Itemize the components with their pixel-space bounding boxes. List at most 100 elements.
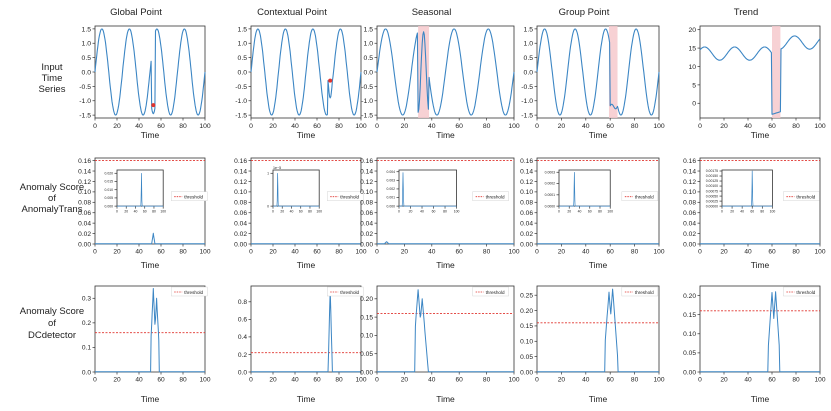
input-2-xtick-label: 80: [483, 123, 491, 130]
inset-3-ytick-label: 0.0003: [545, 170, 555, 174]
inset-0-ytick-label: 0.020: [105, 171, 114, 175]
column-title-1: Contextual Point: [257, 7, 327, 18]
inset-2-ytick-label: 0.004: [387, 170, 396, 174]
input-1-ytick-label: 0.5: [238, 55, 248, 62]
at-0-xtick-label: 60: [157, 249, 165, 256]
inset-score-line-1: [272, 172, 320, 207]
inset-3-xtick-label: 100: [607, 210, 613, 214]
input-2-ytick-label: 0.5: [364, 55, 374, 62]
input-1-ytick-label: 0.0: [238, 69, 248, 76]
dc-4-ytick-label: 0.05: [683, 350, 696, 357]
column-title-3: Group Point: [559, 7, 610, 18]
input-0-xtick-label: 40: [135, 123, 143, 130]
at-2-xtick-label: 80: [483, 249, 491, 256]
dc-0-ytick-label: 0.0: [82, 369, 91, 376]
input-2-xtick-label: 0: [375, 123, 379, 130]
at-0-xtick-label: 80: [179, 249, 187, 256]
inset-2-ytick-label: 0.000: [387, 204, 396, 208]
legend-box-3: [621, 191, 659, 201]
dc-4-xtick-label: 0: [698, 377, 702, 384]
inset-bg-2: [383, 167, 461, 218]
input-series-line-3: [536, 28, 660, 116]
inset-bg-4: [706, 167, 777, 218]
at-4-ytick-label: 0.08: [683, 200, 696, 207]
dc-0-xtick-label: 20: [113, 377, 121, 384]
input-1-ytick-label: -1.0: [235, 98, 247, 105]
inset-4-xtick-label: 60: [750, 210, 754, 214]
input-4-xtick-label: 100: [814, 123, 826, 130]
inset-score-line-2: [398, 172, 457, 207]
at-2-xtick-label: 60: [456, 249, 464, 256]
inset-score-line-4: [721, 170, 773, 207]
input-3-xtick-label: 20: [558, 123, 566, 130]
anomaly-point-1: [328, 78, 333, 83]
dc-0-ytick-label: 0.1: [82, 345, 91, 352]
at-3-ytick-label: 0.14: [520, 168, 533, 175]
dc-2-ytick-label: 0.15: [360, 314, 373, 321]
at-1-xtick-label: 40: [291, 249, 299, 256]
at-1-ytick-label: 0.10: [234, 189, 247, 196]
dcdetector-panel-0: 0.3 0.2 0.1 0.00 20 40 60 80 100 threshold Time: [82, 285, 211, 404]
at-0-xtick-label: 40: [135, 249, 143, 256]
inset-4-xtick-label: 20: [730, 210, 734, 214]
x-axis-label: Time: [589, 130, 608, 140]
anomaly-band-2: [418, 26, 430, 118]
input-4-ytick-label: 0: [692, 101, 696, 108]
at-3-xtick-label: 20: [558, 249, 566, 256]
at-3-ytick-label: 0.06: [520, 210, 533, 217]
at-4-ytick-label: 0.12: [683, 179, 696, 186]
at-4-ytick-label: 0.04: [683, 220, 696, 227]
dc-1-xtick-label: 100: [355, 377, 366, 384]
at-0-ytick-label: 0.14: [78, 168, 91, 175]
inset-2-xtick-label: 40: [420, 210, 424, 214]
legend-box-3: [621, 286, 659, 297]
input-panel-3: 1.5 1.0 0.5 0.0 -0.5 -1.0 -1.50 20 40 60 80 100 Time: [521, 25, 665, 140]
dc-0-xtick-label: 100: [199, 377, 210, 384]
dc-3-ytick-label: 0.15: [520, 323, 533, 330]
dc-1-ytick-label: 0.4: [238, 334, 247, 341]
dc-0-xtick-label: 0: [93, 377, 97, 384]
at-1-xtick-label: 20: [269, 249, 277, 256]
dc-2-xtick-label: 40: [428, 377, 436, 384]
at-4-xtick-label: 20: [720, 249, 728, 256]
at-2-xtick-label: 100: [508, 249, 519, 256]
legend-label-3: threshold: [635, 290, 654, 295]
inset-0-ytick-label: 0.015: [105, 180, 114, 184]
at-1-ytick-label: 0.00: [234, 241, 247, 248]
at-3-ytick-label: 0.08: [520, 200, 533, 207]
legend-box-0: [170, 286, 208, 297]
input-0-ytick-label: -0.5: [79, 84, 91, 91]
input-0-xtick-label: 60: [157, 123, 165, 130]
legend-label-0: threshold: [184, 195, 203, 200]
x-axis-label: Time: [589, 260, 608, 270]
inset-3-ytick-label: 0.0002: [545, 182, 555, 186]
dc-score-line-4: [700, 291, 820, 373]
dcdetector-panel-4: 0.20 0.15 0.10 0.05 0.000 20 40 60 80 100 threshol…: [683, 285, 826, 404]
inset-2-ytick-label: 0.002: [387, 187, 396, 191]
dc-3-ytick-label: 0.25: [520, 293, 533, 300]
input-1-xtick-label: 20: [269, 123, 277, 130]
row-label-0-0: Input: [41, 62, 62, 73]
at-0-ytick-label: 0.10: [78, 189, 91, 196]
dc-score-line-2: [377, 289, 514, 373]
legend-box-0: [170, 191, 208, 201]
inset-0-xtick-label: 60: [143, 210, 147, 214]
at-4-xtick-label: 60: [768, 249, 776, 256]
dc-0-ytick-label: 0.2: [82, 320, 91, 327]
at-3-ytick-label: 0.10: [520, 189, 533, 196]
row-label-0-1: Time: [42, 73, 63, 84]
at-3-xtick-label: 0: [535, 249, 539, 256]
at-1-xtick-label: 0: [249, 249, 253, 256]
x-axis-label: Time: [436, 130, 455, 140]
column-title-2: Seasonal: [412, 7, 452, 18]
inset-2-xtick-label: 60: [432, 210, 436, 214]
inset-4-ytick-label: 0.00125: [706, 179, 718, 183]
anomaly-band-3: [608, 26, 618, 118]
inset-1-xtick-label: 20: [280, 210, 284, 214]
input-3-ytick-label: 0.5: [524, 55, 534, 62]
legend-label-4: threshold: [796, 290, 815, 295]
dc-4-xtick-label: 60: [768, 377, 776, 384]
dc-2-xtick-label: 60: [456, 377, 464, 384]
inset-4-xtick-label: 80: [760, 210, 764, 214]
row-label-0-2: Series: [39, 84, 66, 95]
